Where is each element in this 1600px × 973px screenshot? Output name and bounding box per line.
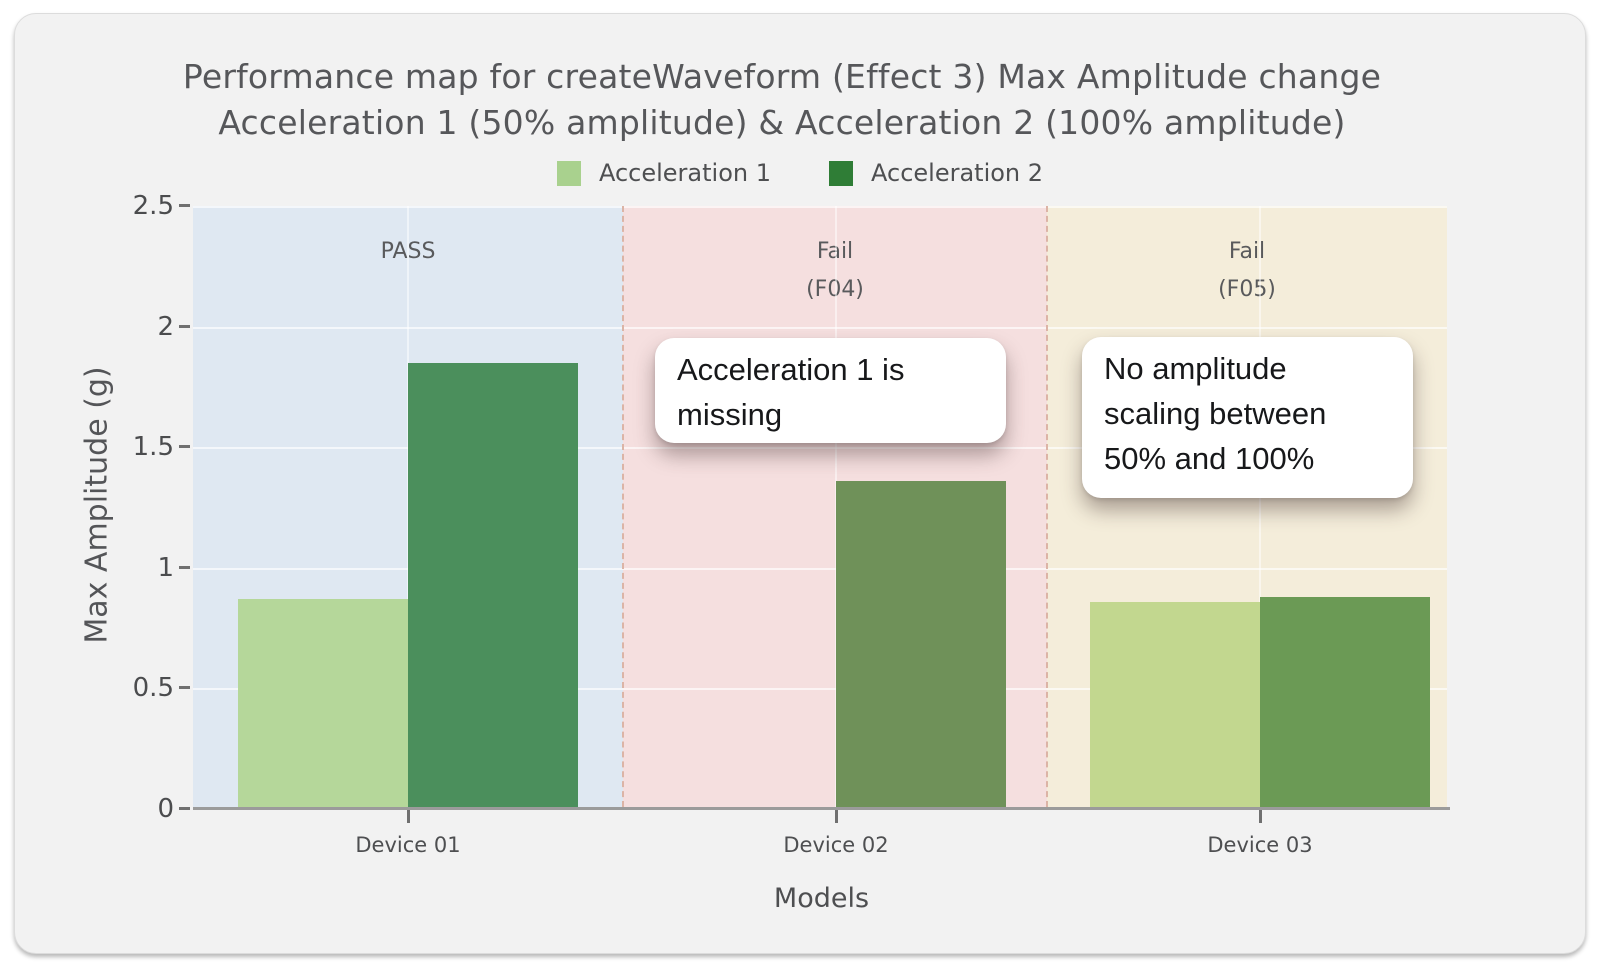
y-tick-label-2: 2 xyxy=(157,311,174,342)
x-tick-label-device-03: Device 03 xyxy=(1207,833,1313,857)
legend-item-acceleration-1: Acceleration 1 xyxy=(556,159,771,187)
y-tick-label-1: 1 xyxy=(157,552,174,583)
y-tick-mark-1 xyxy=(179,565,190,569)
annotation-line: Acceleration 1 is xyxy=(677,352,905,387)
legend-swatch-acceleration-1-icon xyxy=(556,160,581,186)
x-tick-label-device-01: Device 01 xyxy=(355,833,461,857)
y-tick-label-2-5: 2.5 xyxy=(132,191,174,221)
x-tick-mark-device-01 xyxy=(407,810,410,823)
y-tick-label-1-5: 1.5 xyxy=(132,432,174,463)
bar-device-03-acceleration-1 xyxy=(1090,602,1260,807)
x-tick-mark-device-02 xyxy=(835,810,838,823)
annotation-callout-1: Acceleration 1 is missing xyxy=(655,338,1006,443)
x-tick-mark-device-03 xyxy=(1259,810,1262,823)
y-tick-mark-2 xyxy=(179,324,190,328)
y-tick-mark-2-5 xyxy=(179,204,190,207)
y-tick-label-0: 0 xyxy=(157,794,174,824)
bar-device-01-acceleration-2 xyxy=(408,363,578,807)
annotation-line: missing xyxy=(677,397,783,432)
gridline-horizontal-0-5 xyxy=(193,688,1447,691)
legend-item-acceleration-2: Acceleration 2 xyxy=(829,159,1043,187)
gridline-horizontal-2 xyxy=(193,326,1447,329)
annotation-line: scaling between xyxy=(1104,396,1327,431)
annotation-callout-2: No amplitude scaling between 50% and 100% xyxy=(1082,337,1413,498)
legend-swatch-acceleration-2-icon xyxy=(829,160,853,186)
gridline-vertical-device-03 xyxy=(1259,206,1261,807)
zone-separator-2 xyxy=(1046,206,1048,807)
zone-label-fail-f05: Fail (F05) xyxy=(1218,239,1276,302)
y-tick-mark-0-5 xyxy=(179,686,190,690)
x-tick-label-device-02: Device 02 xyxy=(783,833,889,857)
x-axis-line xyxy=(193,807,1450,810)
legend-label-acceleration-2: Acceleration 2 xyxy=(871,159,1044,187)
annotation-line: No amplitude xyxy=(1104,351,1287,386)
gridline-horizontal-1-5 xyxy=(193,447,1447,450)
chart-title-line1: Performance map for createWaveform (Effe… xyxy=(182,57,1382,96)
y-tick-label-0-5: 0.5 xyxy=(132,673,174,704)
y-tick-mark-0 xyxy=(179,807,190,810)
gridline-horizontal-1 xyxy=(193,567,1447,570)
zone-separator-1 xyxy=(622,206,624,807)
bar-device-01-acceleration-1 xyxy=(238,599,408,807)
x-axis-title: Models xyxy=(773,883,870,914)
chart-title-line2: Acceleration 1 (50% amplitude) & Acceler… xyxy=(218,103,1346,142)
annotation-line: 50% and 100% xyxy=(1104,441,1315,476)
bar-device-03-acceleration-2 xyxy=(1260,597,1430,807)
bar-device-02-acceleration-2 xyxy=(836,481,1006,807)
legend: Acceleration 1 Acceleration 2 xyxy=(27,158,1573,188)
y-tick-mark-1-5 xyxy=(179,445,190,449)
legend-label-acceleration-1: Acceleration 1 xyxy=(598,159,771,187)
gridline-horizontal-2-5 xyxy=(193,206,1447,208)
chart-title: Performance map for createWaveform (Effe… xyxy=(27,54,1537,146)
